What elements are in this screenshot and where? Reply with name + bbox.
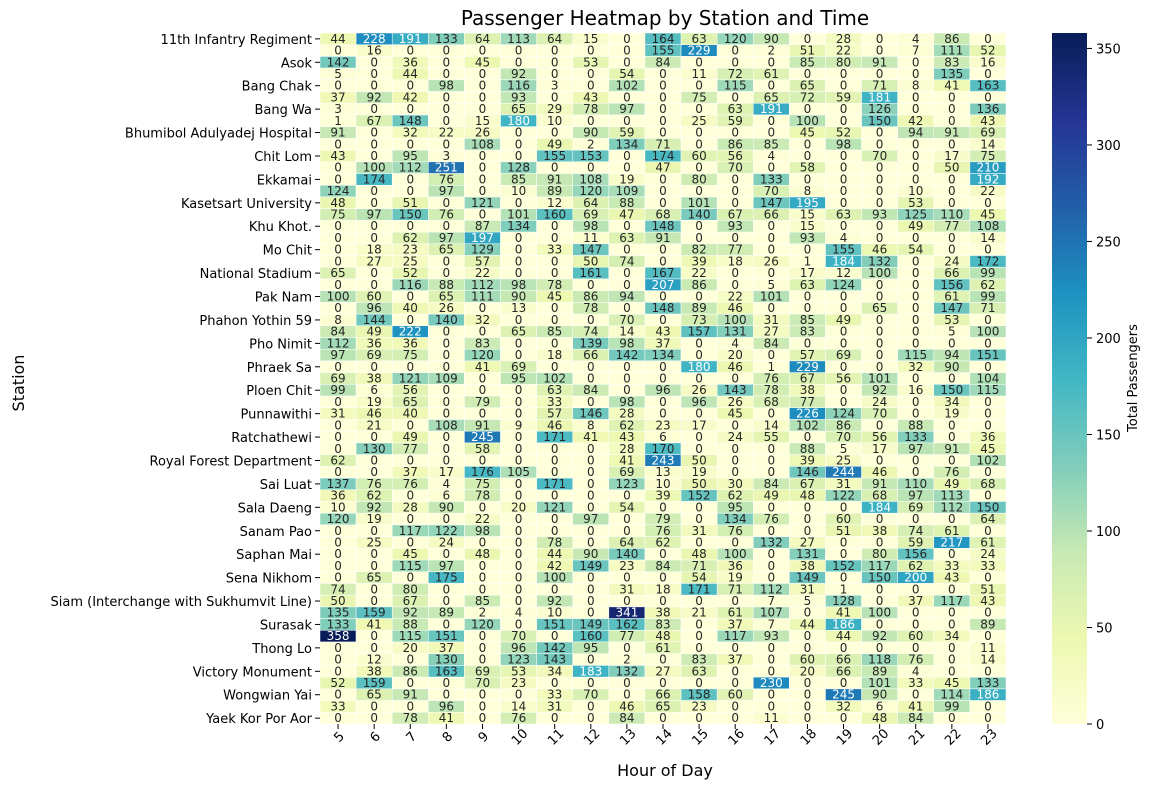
colorbar-tick-label: 200 <box>1096 332 1121 347</box>
x-tick-label: 21 <box>906 726 928 748</box>
y-tick-label: Chit Lom <box>254 150 312 165</box>
y-axis-ticks: 11th Infantry Regiment Asok Bang Chak Bang … <box>51 33 320 727</box>
x-tick-label: 19 <box>834 726 856 748</box>
y-tick-label: Phahon Yothin 59 <box>199 314 312 329</box>
x-tick-label: 11 <box>545 726 567 748</box>
y-tick-label: Ploen Chit <box>246 384 312 399</box>
x-tick-label: 13 <box>617 726 639 748</box>
cell-value-label: 0 <box>370 711 378 725</box>
y-axis-label: Station <box>9 355 28 412</box>
cell-value-label: 0 <box>731 711 739 725</box>
y-tick-label: Punnawithi <box>241 408 313 423</box>
y-tick-label: Bang Wa <box>255 103 313 118</box>
x-tick-label: 6 <box>367 729 383 745</box>
cell-value-label: 78 <box>403 711 418 725</box>
y-tick-label: Royal Forest Department <box>150 454 313 469</box>
y-tick-label: Mo Chit <box>263 244 312 259</box>
cell-value-label: 0 <box>804 711 812 725</box>
y-tick-label: Yaek Kor Por Aor <box>205 712 313 727</box>
y-tick-label: Sena Nikhom <box>226 572 312 587</box>
colorbar-tick-label: 350 <box>1096 42 1121 57</box>
cell-value-label: 0 <box>551 711 559 725</box>
colorbar-tick-label: 0 <box>1096 718 1104 733</box>
x-tick-label: 17 <box>762 726 784 748</box>
colorbar-tick-label: 150 <box>1096 428 1121 443</box>
y-tick-label: Saphan Mai <box>236 548 312 563</box>
x-axis-ticks: 5 6 7 8 9 10 11 12 13 14 15 16 17 18 19 20 21 22 23 <box>331 724 1001 749</box>
y-tick-label: Pho Nimit <box>249 337 312 352</box>
y-tick-label: 11th Infantry Regiment <box>161 33 312 48</box>
colorbar <box>1052 33 1087 724</box>
x-axis-label: Hour of Day <box>617 761 713 780</box>
cell-value-label: 41 <box>439 711 454 725</box>
x-tick-label: 16 <box>726 726 748 748</box>
y-tick-label: Bang Chak <box>242 80 313 95</box>
x-tick-label: 23 <box>978 726 1000 748</box>
cell-value-label: 0 <box>948 711 956 725</box>
y-tick-label: Asok <box>281 56 313 71</box>
colorbar-tick-label: 250 <box>1096 235 1121 250</box>
cell-value-label: 11 <box>764 711 779 725</box>
cell-value-label: 0 <box>587 711 595 725</box>
colorbar-tick-label: 100 <box>1096 525 1121 540</box>
cell-value-label: 0 <box>479 711 487 725</box>
x-tick-label: 5 <box>331 729 347 745</box>
x-tick-label: 9 <box>476 729 492 745</box>
cell-value-label: 0 <box>840 711 848 725</box>
cell-value-label: 0 <box>659 711 667 725</box>
cell-value-label: 84 <box>908 711 923 725</box>
y-tick-label: Sanam Pao <box>240 525 312 540</box>
x-tick-label: 10 <box>509 726 531 748</box>
y-tick-label: National Stadium <box>200 267 312 282</box>
y-tick-label: Khu Khot. <box>249 220 312 235</box>
x-tick-label: 7 <box>404 729 420 745</box>
x-tick-label: 20 <box>870 726 892 748</box>
y-tick-label: Siam (Interchange with Sukhumvit Line) <box>51 595 312 610</box>
y-tick-label: Victory Monument <box>193 665 312 680</box>
y-tick-label: Kasetsart University <box>181 197 312 212</box>
y-tick-label: Phraek Sa <box>247 361 312 376</box>
cell-value-label: 0 <box>695 711 703 725</box>
cell-value-label: 76 <box>511 711 526 725</box>
heatmap-cells <box>319 32 1007 725</box>
x-tick-label: 14 <box>653 726 675 748</box>
y-tick-label: Surasak <box>260 618 313 633</box>
colorbar-label: Total Passengers <box>1126 324 1141 433</box>
cell-value-label: 0 <box>334 711 342 725</box>
y-tick-label: Sala Daeng <box>238 501 312 516</box>
cell-value-label: 84 <box>619 711 634 725</box>
x-tick-label: 12 <box>581 726 603 748</box>
y-tick-label: Ratchathewi <box>231 431 312 446</box>
colorbar-ticks: 0 50 100 150 200 250 300 350 <box>1087 42 1121 733</box>
y-tick-label: Wongwian Yai <box>223 689 312 704</box>
colorbar-tick-label: 300 <box>1096 139 1121 154</box>
x-tick-label: 22 <box>942 726 964 748</box>
x-tick-label: 18 <box>798 726 820 748</box>
chart-title: Passenger Heatmap by Station and Time <box>461 6 869 30</box>
x-tick-label: 8 <box>440 729 456 745</box>
y-tick-label: Thong Lo <box>251 642 312 657</box>
x-tick-label: 15 <box>689 726 711 748</box>
y-tick-label: Ekkamai <box>257 173 312 188</box>
y-tick-label: Pak Nam <box>255 291 312 306</box>
y-tick-label: Bhumibol Adulyadej Hospital <box>125 127 312 142</box>
cell-value-label: 0 <box>984 711 992 725</box>
y-tick-label: Sai Luat <box>260 478 312 493</box>
colorbar-tick-label: 50 <box>1096 621 1113 636</box>
cell-value-label: 48 <box>872 711 887 725</box>
